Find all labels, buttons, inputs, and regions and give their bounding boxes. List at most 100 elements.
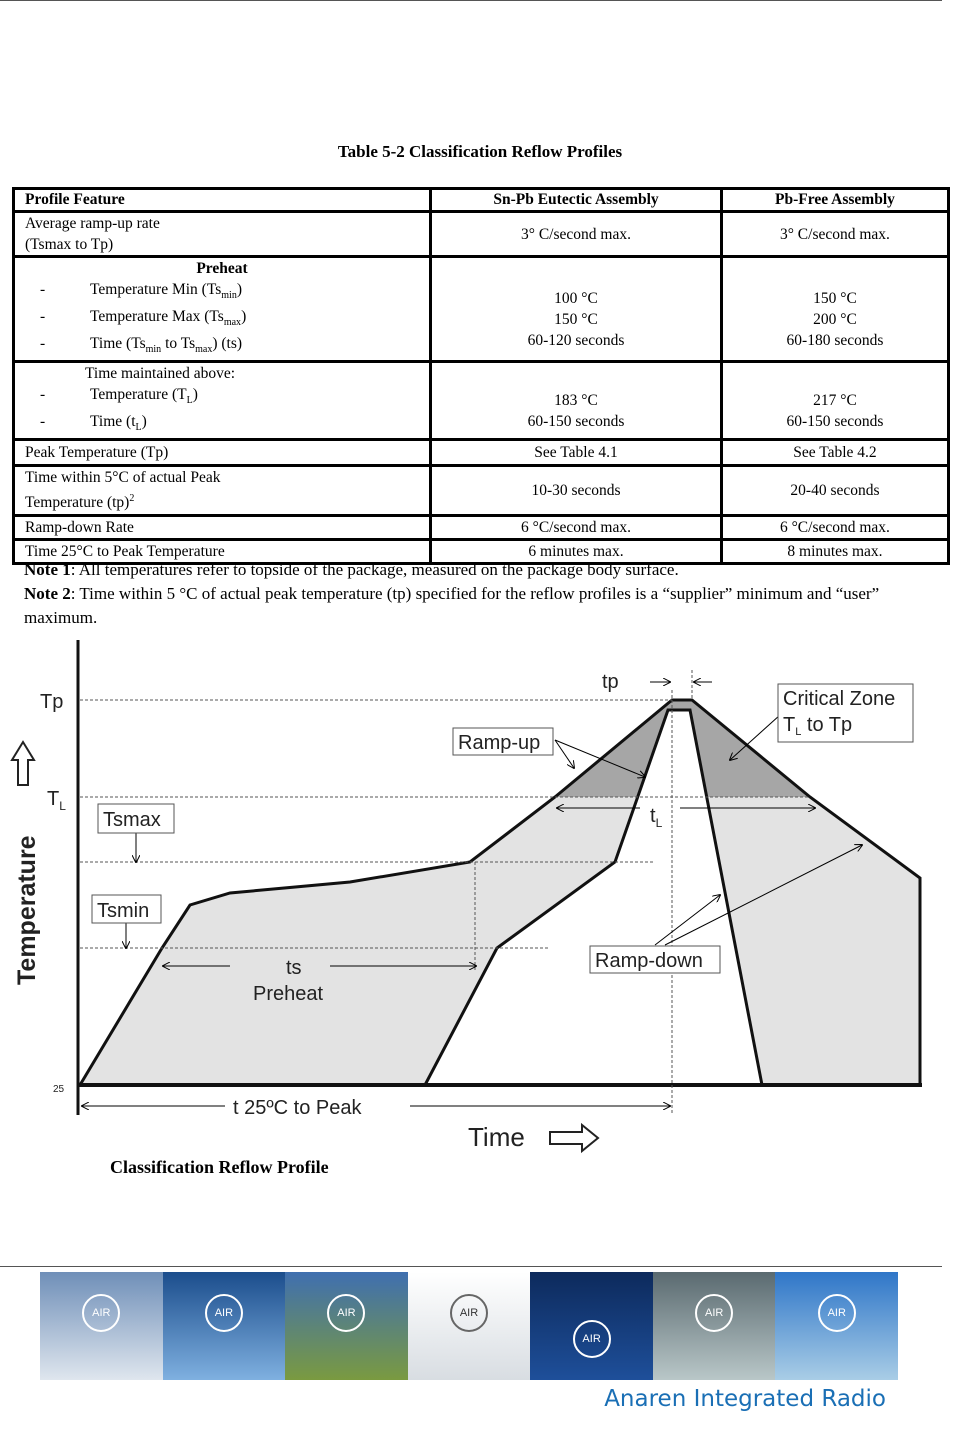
text: 150 °C xyxy=(813,290,857,308)
header-cell: Sn-Pb Eutectic Assembly xyxy=(429,187,723,213)
text: Note 1 xyxy=(24,560,71,579)
text: max xyxy=(223,317,242,329)
text: (Tsmax to Tp) xyxy=(25,236,114,253)
feature-cell: Peak Temperature (Tp) xyxy=(11,438,433,468)
critical-zone-box xyxy=(777,683,914,743)
top-rule xyxy=(0,0,942,1)
ts-label: ts xyxy=(286,957,302,979)
table-row: Time within 5°C of actual Peak Temperatur… xyxy=(11,464,951,517)
preheat-heading: Preheat xyxy=(196,260,248,277)
banner-image: AIR xyxy=(285,1272,408,1380)
preheat-label: Preheat xyxy=(253,983,323,1005)
banner-image: AIR xyxy=(652,1272,776,1380)
arrow-right-icon xyxy=(549,1122,600,1154)
feature-cell: Time maintained above: - Temperature (TL)… xyxy=(11,360,433,442)
text: L xyxy=(135,422,142,434)
value-cell: 6 minutes max. xyxy=(429,537,723,565)
tl-axis-label: TL xyxy=(47,788,66,813)
text: : All temperatures refer to topside of t… xyxy=(70,560,679,579)
text: 60-150 seconds xyxy=(527,413,625,431)
text: Time (Ts xyxy=(90,335,146,353)
value-cell: 3° C/second max. xyxy=(719,210,951,258)
ramp-up-label: Ramp-up xyxy=(458,732,540,754)
arrow-up-icon xyxy=(10,740,36,786)
footer-rule xyxy=(0,1266,942,1267)
value-cell: 6 °C/second max. xyxy=(429,513,723,541)
footer-banner: AIR AIR AIR AIR AIR AIR AIR xyxy=(40,1272,899,1380)
air-logo: AIR xyxy=(204,1294,243,1333)
text: - Time (Tsmin to Tsmax) (ts) xyxy=(40,335,243,356)
header-cell: Profile Feature xyxy=(11,187,433,213)
air-logo: AIR xyxy=(327,1294,366,1333)
text: ) (ts) xyxy=(212,335,243,353)
y-25-label: 25 xyxy=(53,1084,65,1095)
feature-cell: Average ramp-up rate (Tsmax to Tp) xyxy=(11,210,433,258)
value-cell: 217 °C 60-150 seconds xyxy=(719,360,951,442)
text: min xyxy=(221,290,237,302)
text: Note 2 xyxy=(24,584,71,603)
tsmax-label: Tsmax xyxy=(103,809,161,831)
value-cell: 20-40 seconds xyxy=(719,464,951,517)
note-1: Note 1: All temperatures refer to topsid… xyxy=(24,558,924,582)
text: Temperature Max (Ts xyxy=(90,308,224,326)
feature-cell: Time within 5°C of actual Peak Temperatur… xyxy=(11,464,433,517)
tsmin-label: Tsmin xyxy=(97,900,149,922)
text: 200 °C xyxy=(813,311,857,329)
feature-cell: Preheat - Temperature Min (Tsmin) - Temper… xyxy=(11,254,433,364)
t25-label: t 25ºC to Peak xyxy=(233,1097,362,1119)
air-logo: AIR xyxy=(817,1294,856,1333)
text: to Ts xyxy=(161,335,196,353)
text: 217 °C xyxy=(813,392,857,410)
text: 60-150 seconds xyxy=(786,413,884,431)
note-2: Note 2: Time within 5 °C of actual peak … xyxy=(24,582,924,630)
text: Time within 5°C of actual Peak xyxy=(25,469,221,487)
text: : Time within 5 °C of actual peak temper… xyxy=(24,584,880,627)
tsmin-box xyxy=(91,894,162,924)
text: min xyxy=(145,344,162,356)
value-cell: 8 minutes max. xyxy=(719,537,951,565)
profile-outer-line xyxy=(78,698,922,1086)
critical-zone-label: Critical Zone xyxy=(783,688,895,710)
table-row: Ramp-down Rate 6 °C/second max. 6 °C/sec… xyxy=(11,513,951,541)
text: 2 xyxy=(129,493,135,505)
ramp-down-label: Ramp-down xyxy=(595,950,703,972)
banner-image: AIR xyxy=(162,1272,286,1380)
table-row: Peak Temperature (Tp) See Table 4.1 See … xyxy=(11,438,951,468)
table-header-row: Profile Feature Sn-Pb Eutectic Assembly … xyxy=(11,187,951,213)
brand-name: Anaren Integrated Radio xyxy=(604,1386,886,1412)
notes: Note 1: All temperatures refer to topsid… xyxy=(24,558,924,630)
value-cell: 183 °C 60-150 seconds xyxy=(429,360,723,442)
value-cell: See Table 4.1 xyxy=(429,438,723,468)
header-cell: Pb-Free Assembly xyxy=(719,187,951,213)
value-cell: 150 °C 200 °C 60-180 seconds xyxy=(719,254,951,364)
text: - Temperature Min (Tsmin) xyxy=(40,281,242,302)
text: - Temperature (TL) xyxy=(40,386,198,407)
table-row: Preheat - Temperature Min (Tsmin) - Temper… xyxy=(11,254,951,364)
x-axis-label: Time xyxy=(468,1122,525,1152)
text: 183 °C xyxy=(554,392,598,410)
table-row: Time maintained above: - Temperature (TL)… xyxy=(11,360,951,442)
banner-image: AIR xyxy=(775,1272,899,1380)
value-cell: 3° C/second max. xyxy=(429,210,723,258)
value-cell: 100 °C 150 °C 60-120 seconds xyxy=(429,254,723,364)
text: 60-180 seconds xyxy=(786,332,884,350)
banner-image: AIR xyxy=(40,1272,163,1380)
guide-lines xyxy=(80,670,810,1115)
table-row: Time 25°C to Peak Temperature 6 minutes … xyxy=(11,537,951,565)
critical-zone-range: TL to Tp xyxy=(783,714,852,738)
text: Temperature Min (Ts xyxy=(90,281,222,298)
tp-axis-label: Tp xyxy=(40,691,63,713)
feature-cell: Time 25°C to Peak Temperature xyxy=(11,537,433,565)
text: 150 °C xyxy=(554,311,598,329)
tp-label: tp xyxy=(602,671,619,693)
text: Temperature (tp) xyxy=(25,494,130,512)
text: Temperature (T xyxy=(90,386,187,404)
diagram-caption: Classification Reflow Profile xyxy=(110,1157,329,1177)
text: Time maintained above: xyxy=(85,365,236,383)
table-row: Average ramp-up rate (Tsmax to Tp) 3° C/s… xyxy=(11,210,951,258)
value-cell: 6 °C/second max. xyxy=(719,513,951,541)
banner-image: AIR xyxy=(530,1272,653,1380)
arrows xyxy=(82,682,862,1106)
text: L xyxy=(186,395,193,407)
